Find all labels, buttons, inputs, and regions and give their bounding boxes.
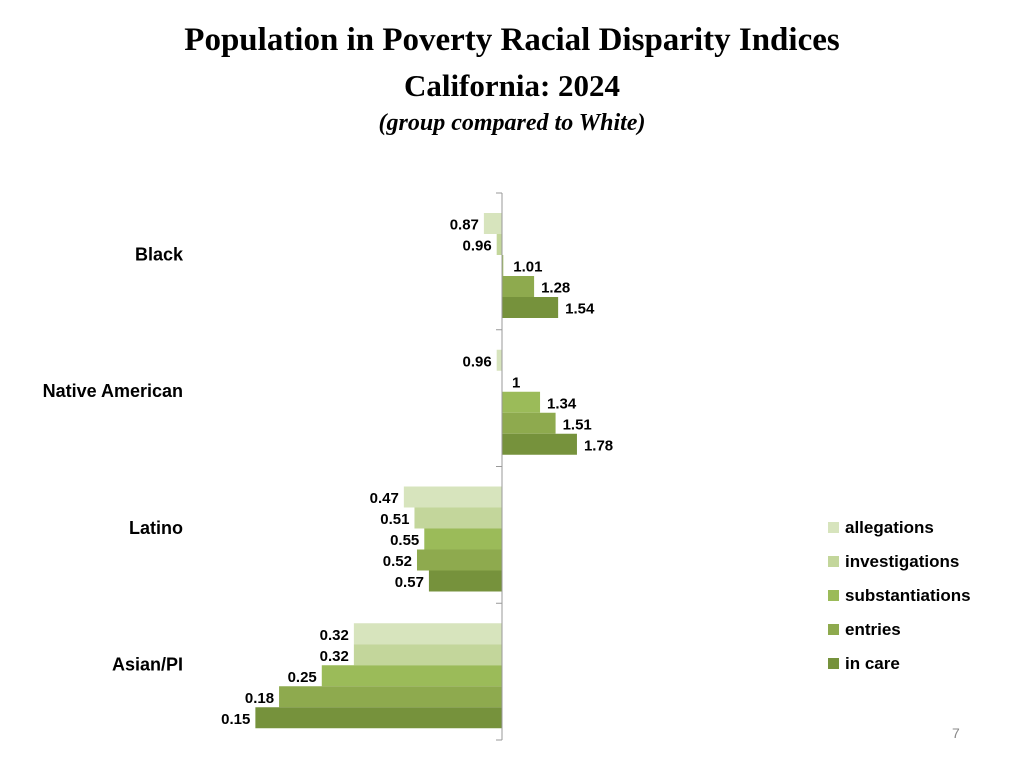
data-label: 1.34 [547,395,577,412]
legend-swatch [828,590,839,601]
bar [255,707,502,729]
data-label: 1 [512,374,520,391]
data-label: 0.55 [390,532,419,549]
bar [496,349,502,371]
chart-title: Population in Poverty Racial Disparity I… [184,22,840,58]
data-label: 0.52 [383,553,412,570]
data-label: 0.57 [395,574,424,591]
legend-swatch [828,522,839,533]
bar [502,276,535,297]
bar [353,644,502,666]
legend-label: entries [845,620,901,639]
legend-swatch [828,556,839,567]
data-label: 1.51 [563,416,592,433]
data-label: 0.51 [380,511,409,528]
category-label: Native American [43,381,183,401]
data-label: 0.32 [320,648,349,665]
category-label: Latino [129,518,183,538]
chart-subtitle: California: 2024 [403,68,621,103]
bar [502,391,541,413]
legend-label: in care [845,654,900,673]
legend-swatch [828,624,839,635]
data-label: 0.96 [462,353,491,370]
data-label: 1.28 [541,280,570,297]
legend-label: investigations [845,552,959,571]
data-label: 0.15 [221,711,250,728]
legend-label: allegations [845,518,934,537]
bar [502,412,556,434]
bar [321,665,502,687]
bar [502,297,559,318]
data-label: 1.54 [565,301,595,318]
bar [414,507,502,529]
data-label: 1.78 [584,437,613,454]
category-label: Black [135,244,184,264]
bar [496,234,502,255]
data-label: 1.01 [513,259,542,276]
data-label: 0.87 [450,217,479,234]
bar [416,549,502,571]
bar [424,528,502,550]
data-label: 0.47 [370,490,399,507]
bar [502,255,504,276]
data-label: 0.32 [320,627,349,644]
category-label: Asian/PI [112,655,183,675]
legend-label: substantiations [845,586,971,605]
data-label: 0.96 [462,238,491,255]
chart-note: (group compared to White) [378,110,646,136]
data-label: 0.18 [245,690,274,707]
page-number: 7 [952,725,960,741]
data-label: 0.25 [288,669,317,686]
bar [279,686,502,708]
legend-swatch [828,658,839,669]
bar [353,623,502,645]
bar [483,213,502,234]
bar [403,486,502,508]
bar [428,570,502,592]
bar [502,433,577,455]
